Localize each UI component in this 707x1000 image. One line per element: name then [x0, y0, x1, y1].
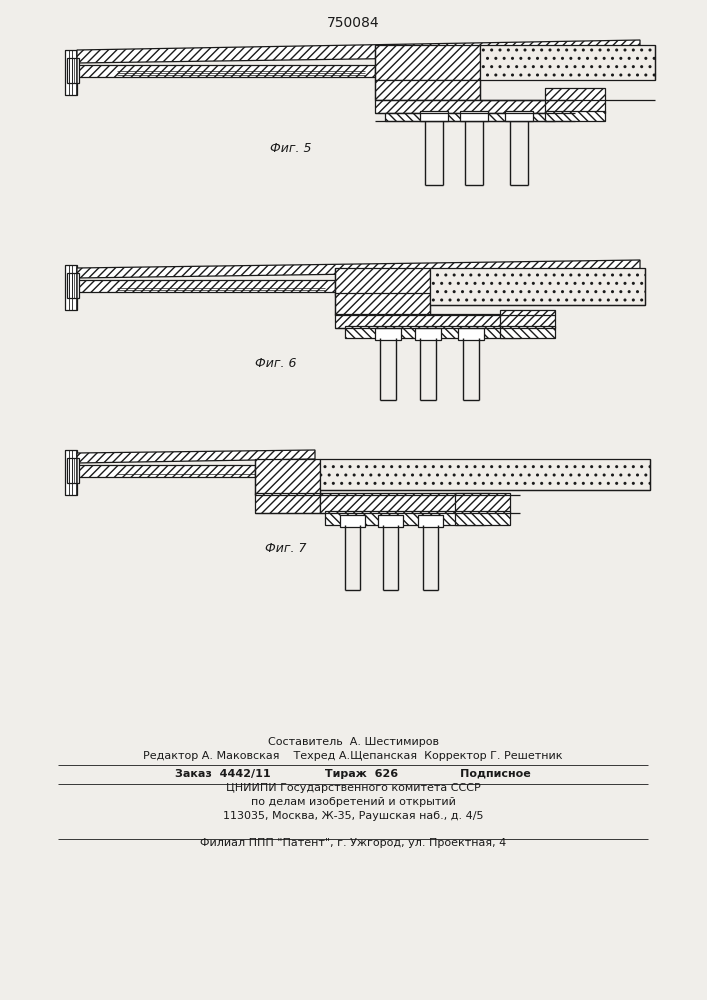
Bar	[460, 111, 488, 121]
Bar	[385, 113, 555, 121]
Bar	[458, 328, 484, 340]
Bar	[500, 310, 555, 328]
Bar	[335, 268, 430, 295]
Bar	[65, 450, 77, 495]
Text: ЦНИИПИ Государственного комитета СССР: ЦНИИПИ Государственного комитета СССР	[226, 783, 480, 793]
Bar	[375, 45, 480, 80]
Bar	[375, 80, 480, 100]
Text: Составитель  А. Шестимиров: Составитель А. Шестимиров	[267, 737, 438, 747]
Bar	[255, 459, 320, 495]
Text: по делам изобретений и открытий: по делам изобретений и открытий	[250, 797, 455, 807]
Bar	[320, 493, 490, 513]
Bar	[77, 465, 255, 477]
Text: 113035, Москва, Ж-35, Раушская наб., д. 4/5: 113035, Москва, Ж-35, Раушская наб., д. …	[223, 811, 484, 821]
Bar	[420, 111, 448, 121]
Bar	[418, 515, 443, 527]
Text: Фиг. 5: Фиг. 5	[270, 142, 312, 155]
Bar	[500, 326, 555, 338]
Text: Редактор А. Маковская    Техред А.Щепанская  Корректор Г. Решетник: Редактор А. Маковская Техред А.Щепанская…	[144, 751, 563, 761]
Bar	[77, 280, 335, 292]
Bar	[340, 515, 365, 527]
Bar	[480, 45, 655, 80]
Bar	[67, 458, 79, 483]
Bar	[67, 58, 79, 83]
Polygon shape	[77, 40, 640, 63]
Bar	[415, 328, 441, 340]
Bar	[65, 265, 77, 310]
Bar	[375, 328, 401, 340]
Bar	[320, 459, 650, 490]
Bar	[545, 111, 605, 121]
Bar	[335, 314, 535, 328]
Bar	[345, 326, 520, 338]
Bar	[455, 493, 510, 513]
Bar	[255, 493, 320, 513]
Bar	[65, 50, 77, 95]
Bar	[67, 273, 79, 298]
Text: Фиг. 6: Фиг. 6	[255, 357, 296, 370]
Bar	[545, 88, 605, 113]
Text: 750084: 750084	[327, 16, 380, 30]
Bar	[77, 65, 375, 77]
Polygon shape	[77, 260, 640, 278]
Bar	[325, 511, 485, 525]
Text: Филиал ППП "Патент", г. Ужгород, ул. Проектная, 4: Филиал ППП "Патент", г. Ужгород, ул. Про…	[200, 838, 506, 848]
Bar	[455, 511, 510, 525]
Bar	[378, 515, 403, 527]
Text: Заказ  4442/11              Тираж  626                Подписное: Заказ 4442/11 Тираж 626 Подписное	[175, 769, 531, 779]
Text: Фиг. 7: Фиг. 7	[265, 542, 307, 555]
Polygon shape	[77, 450, 315, 463]
Bar	[430, 268, 645, 305]
Bar	[335, 293, 430, 315]
Bar	[375, 100, 575, 113]
Bar	[505, 111, 533, 121]
